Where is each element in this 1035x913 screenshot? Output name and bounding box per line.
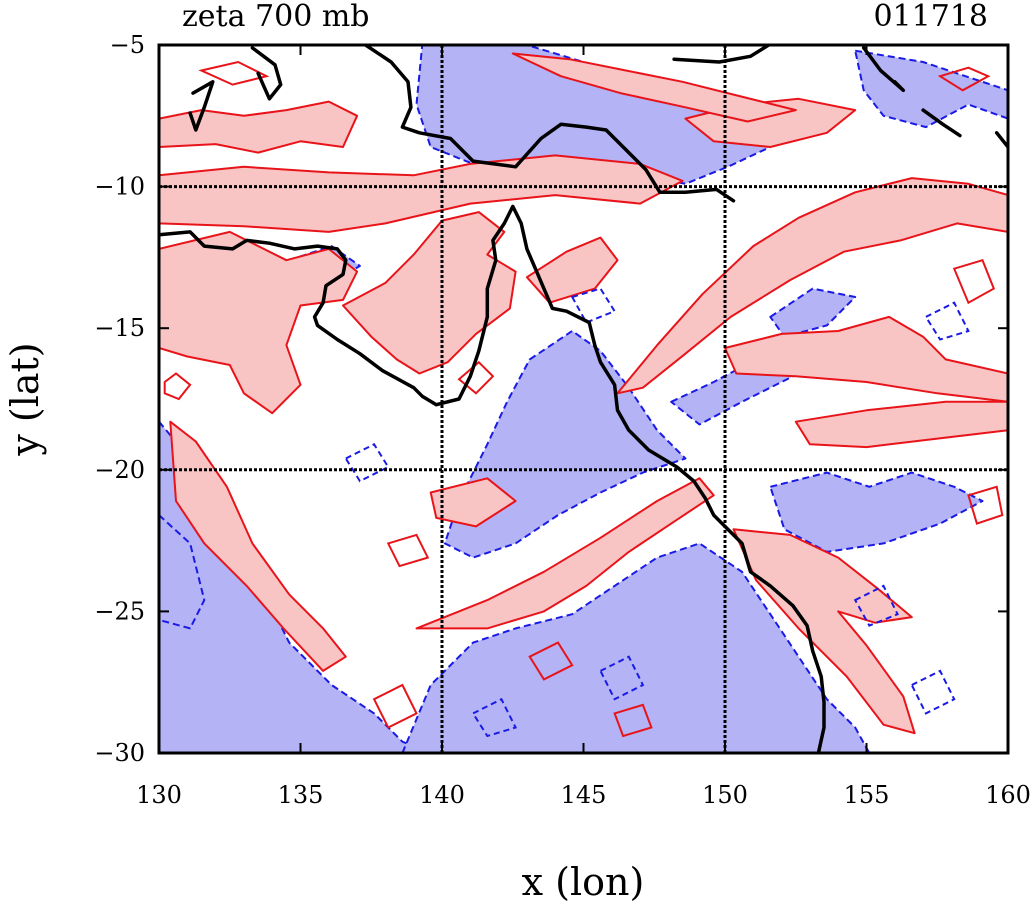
x-tick-label: 145 (561, 781, 607, 809)
positive-vorticity-region (794, 400, 1008, 449)
coastline (861, 46, 906, 93)
positive-contour (163, 372, 192, 401)
x-tick-label: 140 (419, 781, 465, 809)
x-tick-label: 150 (702, 781, 748, 809)
x-tick-label: 135 (278, 781, 324, 809)
positive-vorticity-region (159, 230, 359, 415)
positive-contour (952, 258, 996, 305)
coastline (994, 131, 1008, 149)
negative-contour (853, 584, 899, 627)
negative-vorticity-region (769, 471, 984, 553)
x-tick-label: 160 (985, 781, 1031, 809)
positive-vorticity-region (616, 177, 1008, 395)
y-axis-label: y (lat) (3, 342, 47, 456)
y-axis-ticks: −5 −10 −15 −20 −25 −30 (94, 31, 1008, 767)
y-tick-label: −30 (94, 739, 145, 767)
x-axis-label: x (lon) (522, 860, 645, 904)
x-axis-ticks: 130 135 140 145 150 155 160 (136, 45, 1031, 809)
figure-title: zeta 700 mb (182, 0, 370, 34)
negative-contour (910, 669, 956, 715)
positive-vorticity-region (169, 420, 347, 672)
y-tick-label: −25 (94, 597, 145, 625)
lat-lon-grid (159, 45, 1008, 753)
positive-vorticity-layer (159, 52, 1008, 735)
negative-contour (599, 655, 645, 701)
negative-vorticity-region (159, 514, 206, 630)
y-tick-label: −20 (94, 456, 145, 484)
positive-contour (937, 66, 991, 92)
coastline (921, 108, 962, 138)
positive-contour (372, 683, 418, 729)
x-tick-label: 155 (844, 781, 890, 809)
positive-contour (386, 533, 430, 568)
negative-contour (924, 301, 970, 341)
negative-vorticity-region (401, 542, 871, 753)
positive-vorticity-region (724, 315, 1008, 403)
coastline-layer (159, 45, 1008, 753)
y-tick-label: −10 (94, 173, 145, 201)
positive-contour (198, 60, 270, 86)
positive-vorticity-region (415, 477, 715, 630)
y-tick-label: −5 (110, 31, 145, 59)
positive-vorticity-region (732, 528, 916, 735)
coastline (250, 46, 283, 101)
negative-contour (344, 442, 390, 483)
coastline (672, 45, 772, 64)
coastline (188, 80, 215, 132)
coastline (363, 45, 736, 203)
positive-vorticity-region (511, 52, 797, 123)
negative-vorticity-region (854, 49, 1008, 129)
x-tick-label: 130 (136, 781, 182, 809)
positive-contour (613, 703, 653, 738)
y-tick-label: −15 (94, 314, 145, 342)
contour-lines-layer (163, 60, 1004, 738)
positive-vorticity-region (159, 100, 359, 154)
coastline (159, 204, 826, 753)
plot-area (159, 45, 1008, 753)
figure-date-code: 011718 (873, 0, 988, 34)
positive-contour (528, 641, 574, 681)
positive-vorticity-region (429, 477, 517, 528)
negative-contour (471, 697, 518, 738)
positive-contour (967, 485, 1004, 525)
positive-vorticity-region (342, 211, 517, 375)
